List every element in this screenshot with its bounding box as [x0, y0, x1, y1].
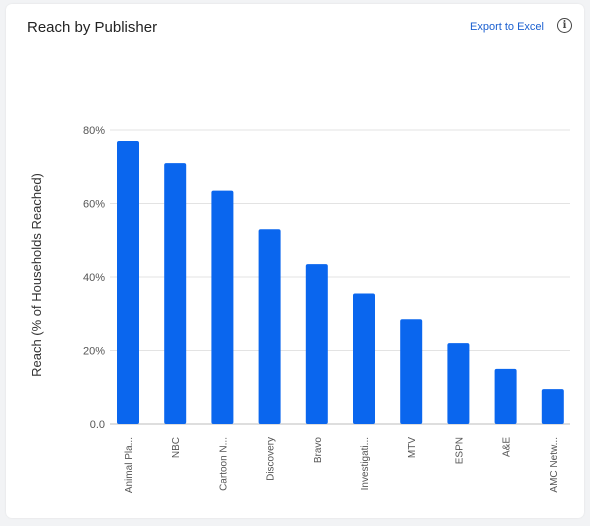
y-tick-labels: 0.0 20% 40% 60% 80% — [83, 125, 105, 431]
x-tick-label: MTV — [407, 437, 418, 458]
bar[interactable] — [494, 368, 517, 424]
bars — [117, 141, 564, 424]
y-tick-label: 60% — [83, 199, 105, 211]
grid-lines — [110, 129, 570, 425]
y-tick-label: 20% — [83, 346, 105, 358]
x-tick-label: Investigati... — [360, 437, 371, 490]
x-tick-label: NBC — [171, 437, 182, 458]
x-tick-label: Cartoon N... — [218, 437, 229, 491]
x-tick-label: Discovery — [266, 437, 277, 481]
bar[interactable] — [164, 163, 187, 424]
x-tick-label: A&E — [502, 437, 513, 457]
chart-card: Reach by Publisher Export to Excel i — [6, 4, 584, 518]
export-to-excel-link[interactable]: Export to Excel — [470, 21, 544, 33]
bar[interactable] — [258, 229, 281, 424]
bar[interactable] — [447, 343, 470, 424]
info-icon[interactable]: i — [557, 18, 572, 33]
chart-title: Reach by Publisher — [27, 19, 158, 36]
y-tick-label: 40% — [83, 272, 105, 284]
bar[interactable] — [541, 389, 564, 424]
bar[interactable] — [400, 319, 423, 424]
x-tick-label: Animal Pla... — [124, 437, 135, 493]
x-tick-labels: Animal Pla... NBC Cartoon N... Discovery Bra… — [124, 437, 560, 494]
bar[interactable] — [305, 264, 328, 424]
bar[interactable] — [211, 190, 234, 424]
bar[interactable] — [353, 293, 375, 424]
y-tick-label: 0.0 — [90, 419, 105, 431]
x-tick-label: ESPN — [454, 437, 465, 464]
bar[interactable] — [117, 141, 139, 424]
y-tick-label: 80% — [83, 125, 105, 137]
x-tick-label: Bravo — [313, 437, 324, 464]
y-axis-label: Reach (% of Households Reached) — [29, 173, 44, 377]
x-tick-label: AMC Netw... — [549, 437, 560, 493]
